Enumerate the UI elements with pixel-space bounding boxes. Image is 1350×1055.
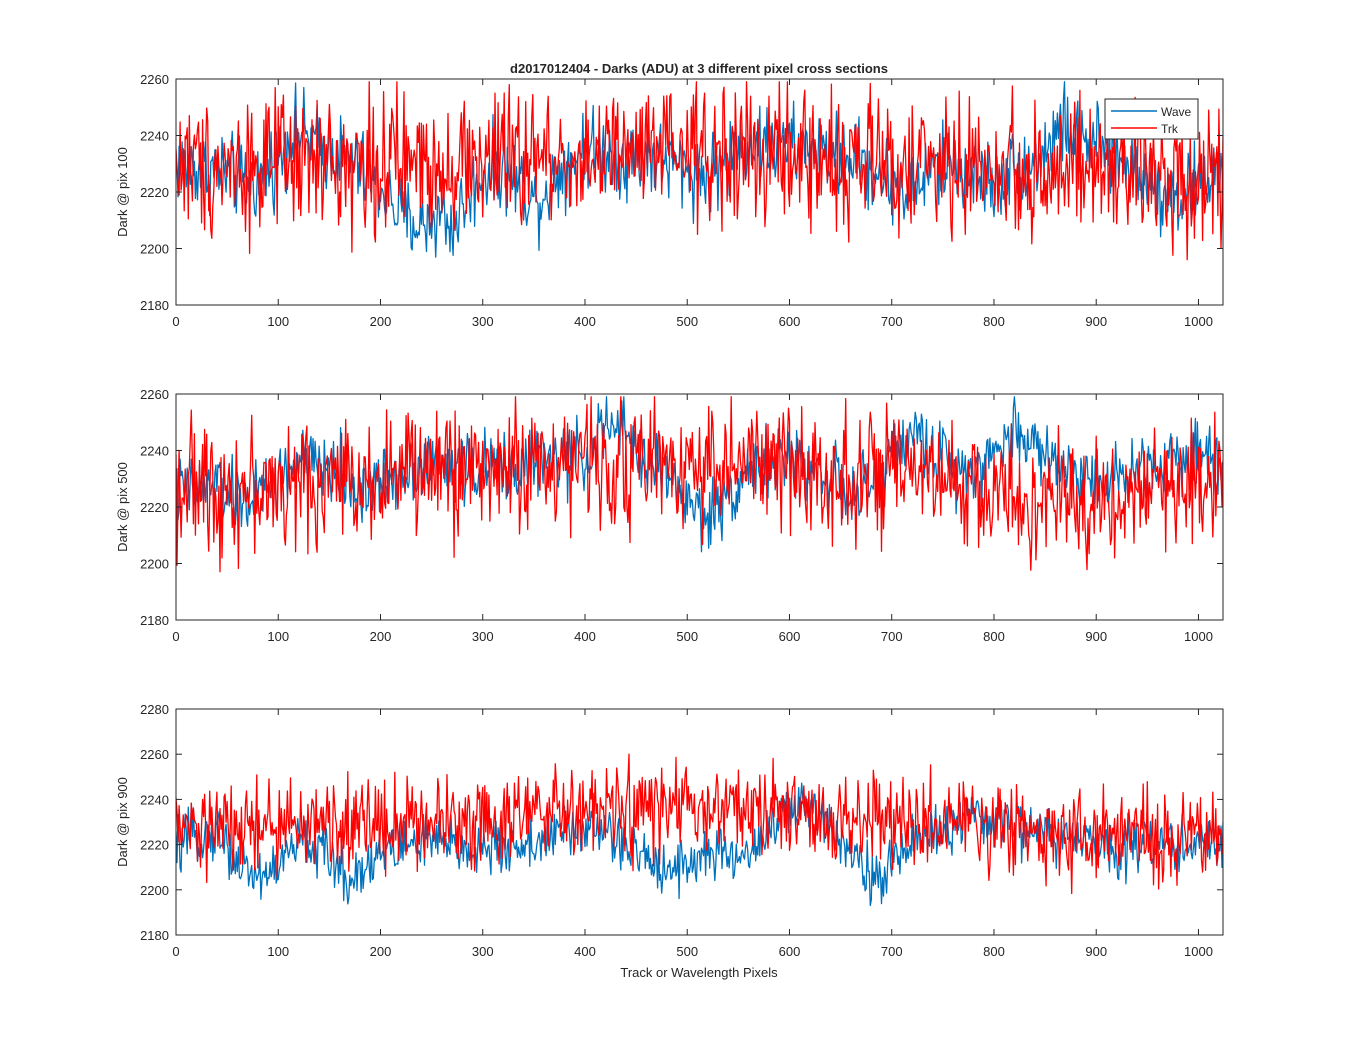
x-tick-label: 700	[881, 629, 903, 644]
x-tick-label: 1000	[1184, 629, 1213, 644]
x-tick-label: 100	[267, 944, 289, 959]
y-tick-label: 2180	[140, 928, 169, 943]
y-tick-label: 2280	[140, 702, 169, 717]
x-tick-label: 500	[676, 629, 698, 644]
x-tick-label: 300	[472, 314, 494, 329]
legend-label-wave: Wave	[1161, 105, 1192, 119]
y-axis-label: Dark @ pix 100	[115, 147, 130, 237]
y-tick-label: 2260	[140, 747, 169, 762]
x-tick-label: 400	[574, 314, 596, 329]
x-tick-label: 100	[267, 629, 289, 644]
x-tick-label: 100	[267, 314, 289, 329]
x-tick-label: 0	[172, 629, 179, 644]
y-tick-label: 2200	[140, 557, 169, 572]
series-line-wave	[176, 782, 1223, 907]
series-group	[176, 753, 1223, 907]
y-tick-label: 2180	[140, 613, 169, 628]
series-group	[176, 81, 1223, 261]
x-tick-label: 0	[172, 944, 179, 959]
x-tick-label: 300	[472, 629, 494, 644]
x-tick-label: 800	[983, 944, 1005, 959]
plot-area	[176, 79, 1223, 305]
y-tick-label: 2220	[140, 838, 169, 853]
legend-label-trk: Trk	[1161, 122, 1179, 136]
y-tick-label: 2220	[140, 185, 169, 200]
y-tick-label: 2240	[140, 792, 169, 807]
y-tick-label: 2200	[140, 883, 169, 898]
legend: Wave Trk	[1104, 98, 1199, 140]
x-tick-label: 600	[779, 314, 801, 329]
y-axis-label: Dark @ pix 500	[115, 462, 130, 552]
y-tick-label: 2220	[140, 500, 169, 515]
x-tick-label: 600	[779, 944, 801, 959]
y-axis-label: Dark @ pix 900	[115, 777, 130, 867]
x-tick-label: 900	[1085, 944, 1107, 959]
x-tick-label: 200	[370, 629, 392, 644]
x-axis-label: Track or Wavelength Pixels	[620, 965, 778, 980]
x-tick-label: 400	[574, 944, 596, 959]
x-tick-label: 700	[881, 944, 903, 959]
x-tick-label: 800	[983, 314, 1005, 329]
x-tick-label: 700	[881, 314, 903, 329]
x-tick-label: 900	[1085, 629, 1107, 644]
x-tick-label: 800	[983, 629, 1005, 644]
series-line-trk	[176, 81, 1223, 261]
y-tick-label: 2200	[140, 242, 169, 257]
y-tick-label: 2240	[140, 444, 169, 459]
x-tick-label: 300	[472, 944, 494, 959]
x-tick-label: 600	[779, 629, 801, 644]
series-line-trk	[176, 753, 1223, 895]
x-tick-label: 0	[172, 314, 179, 329]
x-tick-label: 200	[370, 314, 392, 329]
y-tick-label: 2260	[140, 387, 169, 402]
x-tick-label: 400	[574, 629, 596, 644]
legend-box	[1104, 98, 1199, 140]
y-tick-label: 2240	[140, 129, 169, 144]
x-tick-label: 500	[676, 944, 698, 959]
series-group	[176, 396, 1223, 573]
subplot-3: 0 100 200 300 400 500 600 700 800 900 1000 2180 2200…	[115, 702, 1224, 959]
x-tick-label: 500	[676, 314, 698, 329]
x-tick-label: 200	[370, 944, 392, 959]
chart-title: d2017012404 - Darks (ADU) at 3 different…	[510, 61, 888, 76]
x-tick-label: 1000	[1184, 314, 1213, 329]
subplot-2: 0 100 200 300 400 500 600 700 800 900 1000 2180 2200…	[115, 387, 1224, 644]
subplot-1: 0 100 200 300 400 500 600 700 800 900 1000 2180 2200…	[115, 72, 1224, 329]
series-line-trk	[176, 396, 1223, 573]
axes-box	[175, 708, 1224, 936]
x-tick-label: 1000	[1184, 944, 1213, 959]
y-tick-label: 2260	[140, 72, 169, 87]
x-tick-label: 900	[1085, 314, 1107, 329]
y-tick-label: 2180	[140, 298, 169, 313]
